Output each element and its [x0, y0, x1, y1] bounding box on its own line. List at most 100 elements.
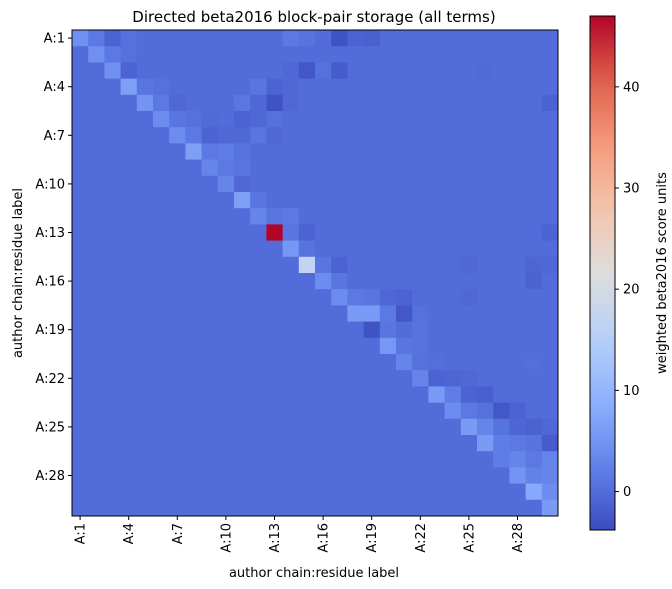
heatmap-cell: [541, 127, 559, 144]
heatmap-cell: [136, 208, 154, 225]
heatmap-cell: [136, 192, 154, 209]
heatmap-cell: [72, 289, 89, 306]
heatmap-cell: [396, 467, 413, 485]
x-tick-label: A:4: [122, 523, 137, 544]
heatmap-cell: [201, 305, 219, 323]
heatmap-cell: [379, 499, 397, 517]
heatmap-cell: [153, 273, 170, 290]
y-axis-label: author chain:residue label: [11, 188, 26, 358]
heatmap-cell: [250, 46, 267, 63]
heatmap-cell: [509, 256, 527, 274]
heatmap-cell: [347, 402, 365, 420]
heatmap-cell: [72, 208, 89, 225]
heatmap-cell: [217, 192, 235, 209]
heatmap-cell: [525, 224, 543, 242]
heatmap-cell: [266, 354, 284, 371]
heatmap-cell: [201, 386, 219, 404]
heatmap-cell: [460, 192, 478, 209]
heatmap-cell: [379, 78, 397, 96]
heatmap-cell: [153, 159, 170, 177]
x-tick-label: A:16: [317, 523, 332, 553]
x-tick-label: A:19: [365, 523, 380, 553]
heatmap-cell: [250, 30, 267, 47]
heatmap-cell: [396, 208, 413, 225]
heatmap-cell: [428, 175, 446, 193]
heatmap-cell: [331, 127, 348, 144]
heatmap-cell: [460, 30, 478, 47]
heatmap-cell: [234, 467, 251, 485]
heatmap-cell: [282, 30, 300, 47]
heatmap-cell: [315, 402, 332, 420]
heatmap-cell: [120, 483, 138, 501]
heatmap-cell: [88, 192, 105, 209]
heatmap-cell: [428, 435, 446, 452]
heatmap-cell: [250, 224, 267, 242]
heatmap-cell: [412, 208, 429, 225]
heatmap-cell: [72, 256, 89, 274]
heatmap-cell: [493, 30, 510, 47]
heatmap-cell: [509, 435, 527, 452]
heatmap-cell: [477, 30, 494, 47]
heatmap-cell: [460, 175, 478, 193]
heatmap-cell: [412, 273, 429, 290]
heatmap-cell: [347, 78, 365, 96]
heatmap-cell: [234, 208, 251, 225]
heatmap-cell: [153, 451, 170, 468]
heatmap-cell: [315, 127, 332, 144]
heatmap-cell: [88, 94, 105, 112]
heatmap-cell: [493, 273, 510, 290]
heatmap-cell: [120, 467, 138, 485]
heatmap-cell: [298, 240, 316, 258]
heatmap-cell: [477, 208, 494, 225]
heatmap-cell: [169, 483, 186, 501]
heatmap-cell: [363, 62, 381, 80]
heatmap-cell: [120, 256, 138, 274]
y-tick-label: A:7: [44, 129, 65, 144]
heatmap-cell: [169, 337, 186, 355]
heatmap-cell: [298, 127, 316, 144]
heatmap-cell: [185, 78, 203, 96]
heatmap-cell: [460, 370, 478, 387]
heatmap-cell: [88, 370, 105, 387]
heatmap-cell: [136, 483, 154, 501]
heatmap-cell: [509, 273, 527, 290]
heatmap-cell: [201, 208, 219, 225]
heatmap-cell: [72, 159, 89, 177]
heatmap-cell: [298, 143, 316, 161]
heatmap-cell: [72, 467, 89, 485]
heatmap-cell: [88, 175, 105, 193]
heatmap-cell: [201, 337, 219, 355]
heatmap-cell: [525, 289, 543, 306]
heatmap-cell: [104, 289, 122, 306]
heatmap-cell: [185, 289, 203, 306]
heatmap-cell: [379, 159, 397, 177]
heatmap-cell: [136, 256, 154, 274]
heatmap-cell: [250, 111, 267, 128]
heatmap-cell: [72, 370, 89, 387]
heatmap-cell: [234, 370, 251, 387]
heatmap-cell: [460, 62, 478, 80]
heatmap-cell: [396, 483, 413, 501]
heatmap-cell: [363, 370, 381, 387]
heatmap-cell: [525, 192, 543, 209]
heatmap-cell: [493, 402, 510, 420]
heatmap-cell: [266, 451, 284, 468]
y-tick-label: A:10: [35, 177, 65, 192]
heatmap-cell: [250, 143, 267, 161]
heatmap-cell: [201, 143, 219, 161]
heatmap-cell: [201, 451, 219, 468]
heatmap-cell: [201, 62, 219, 80]
heatmap-cell: [363, 256, 381, 274]
heatmap-cell: [282, 370, 300, 387]
heatmap-cell: [185, 240, 203, 258]
heatmap-cell: [509, 305, 527, 323]
heatmap-cell: [315, 435, 332, 452]
heatmap-cell: [185, 30, 203, 47]
heatmap-cell: [201, 483, 219, 501]
heatmap-cell: [428, 305, 446, 323]
heatmap-cell: [185, 224, 203, 242]
heatmap-cell: [541, 46, 559, 63]
heatmap-cell: [88, 418, 105, 436]
heatmap-cell: [509, 499, 527, 517]
heatmap-cell: [282, 305, 300, 323]
